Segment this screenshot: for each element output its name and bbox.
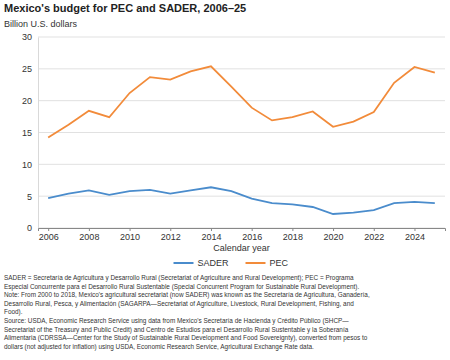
x-tick-mark [211,228,212,231]
y-tick: 15 [22,128,38,138]
x-tick-mark [374,228,375,231]
y-tick: 30 [22,32,38,42]
x-tick-label: 2008 [79,232,99,242]
notes: SADER = Secretaría de Agricultura y Desa… [4,274,370,351]
x-tick-label: 2006 [39,232,59,242]
x-tick-label: 2018 [283,232,303,242]
y-tick-label: 25 [22,64,32,74]
x-tick-label: 2012 [161,232,181,242]
note-line: Food). [4,308,23,316]
grid-line [38,37,445,38]
y-tick-label: 10 [22,160,32,170]
series-lines [48,66,435,214]
chart: Mexico's budget for PEC and SADER, 2006–… [0,0,450,360]
x-tick: 2012 [161,228,181,242]
legend-label: SADER [198,258,230,268]
note-line: SADER = Secretaría de Agricultura y Desa… [4,274,354,282]
x-tick-mark [170,228,171,231]
legend-swatch [174,262,194,264]
y-tick-label: 15 [22,128,32,138]
y-tick: 25 [22,64,38,74]
y-tick: 20 [22,96,38,106]
x-tick-mark [252,228,253,231]
grid [38,37,445,228]
x-axis-title: Calendar year [213,243,270,253]
note-line: Especial Concurrente para el Desarrollo … [4,283,359,291]
grid-line [38,132,445,133]
x-axis: 2006 2008 2010 2012 2014 2016 2018 2020 2022 2024 [39,228,446,242]
x-tick-label: 2020 [324,232,344,242]
note-line: Alimentaria (CDRSSA—Center for the Study… [4,334,368,342]
legend: SADER PEC [174,258,289,268]
x-tick: 2008 [79,228,99,242]
series-line [48,66,435,137]
x-tick: 2006 [39,228,59,242]
x-tick: 2020 [324,228,344,242]
y-tick-label: 30 [22,32,32,42]
y-tick: 10 [22,160,38,170]
note-line: dollars (not adjusted for inflation) usi… [4,343,314,351]
x-tick: 2016 [242,228,262,242]
x-tick-mark [333,228,334,231]
x-axis-line [39,229,446,232]
x-tick-label: 2024 [405,232,425,242]
legend-swatch [246,262,266,264]
title: Mexico's budget for PEC and SADER, 2006–… [4,2,246,14]
y-tick: 0 [27,223,38,233]
x-tick-label: 2014 [201,232,221,242]
x-tick-label: 2022 [364,232,384,242]
x-tick: 2022 [364,228,384,242]
y-tick-label: 5 [27,192,32,202]
legend-label: PEC [270,258,289,268]
y-axis: 0 5 10 15 20 25 30 [22,32,39,233]
x-tick-label: 2016 [242,232,262,242]
note-line: Note: From 2000 to 2018, Mexico's agricu… [4,291,370,299]
y-axis-title: Billion U.S. dollars [4,19,78,29]
y-tick: 5 [27,192,38,202]
x-tick-mark [89,228,90,231]
x-tick-mark [48,228,49,231]
x-tick: 2018 [283,228,303,242]
x-tick-mark [414,228,415,231]
note-line: Secretariat of the Treasury and Public C… [4,326,349,334]
y-axis-line [38,38,39,229]
y-tick-label: 0 [27,223,32,233]
x-tick: 2024 [405,228,425,242]
x-tick: 2010 [120,228,140,242]
grid-line [38,100,445,101]
note-line: Source: USDA, Economic Research Service … [4,317,349,325]
note-line: Desarrollo Rural, Pesca, y Alimentación … [4,300,354,308]
x-tick-mark [130,228,131,231]
x-tick-mark [292,228,293,231]
x-tick-label: 2010 [120,232,140,242]
grid-line [38,164,445,165]
series-line [48,187,435,214]
grid-line [38,68,445,69]
y-tick-label: 20 [22,96,32,106]
x-tick: 2014 [201,228,221,242]
